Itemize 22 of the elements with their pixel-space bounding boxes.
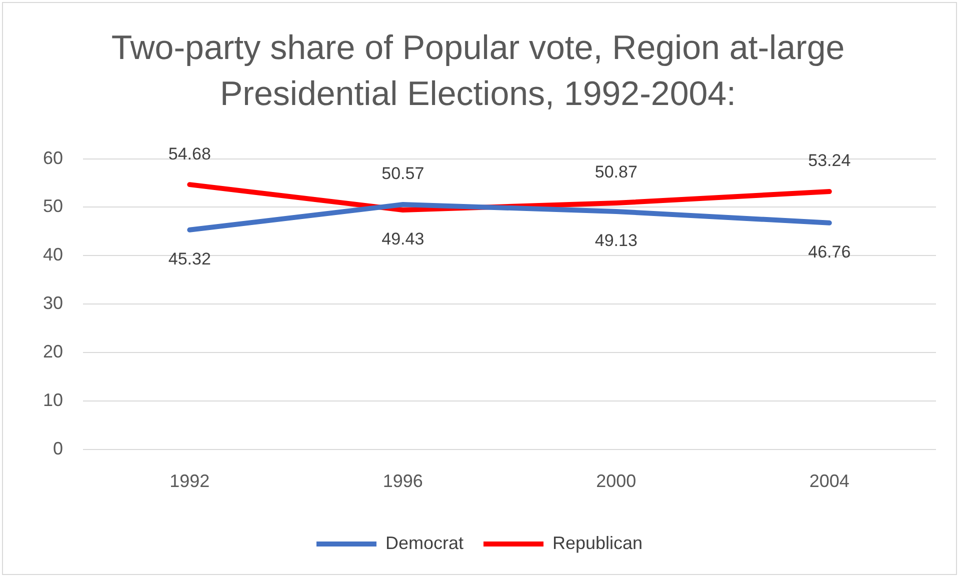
y-tick-label: 10 (42, 390, 64, 410)
legend-label: Democrat (385, 532, 464, 553)
y-tick-label: 40 (42, 244, 64, 265)
y-tick-label: 20 (42, 342, 64, 362)
data-label: 49.13 (594, 231, 638, 250)
y-tick-label: 30 (42, 293, 64, 314)
x-tick-label: 1992 (170, 471, 210, 492)
x-tick-label: 1996 (382, 471, 423, 492)
y-tick-label: 60 (42, 148, 64, 168)
data-label: 49.43 (382, 230, 424, 249)
data-label: 50.57 (382, 164, 424, 184)
data-label: 53.24 (808, 151, 851, 170)
legend-label: Republican (552, 532, 643, 553)
data-label: 50.87 (594, 162, 638, 182)
y-tick-label: 50 (42, 196, 64, 216)
x-tick-label: 2000 (596, 471, 636, 492)
x-tick-label: 2004 (809, 471, 850, 492)
y-tick-label: 0 (53, 438, 64, 458)
data-label: 54.68 (168, 144, 211, 164)
data-label: 46.76 (808, 242, 851, 262)
chart-title: Two-party share of Popular vote, Region at-large Presidential Elections, 1992-2004: (110, 28, 846, 115)
data-label: 45.32 (168, 250, 211, 269)
